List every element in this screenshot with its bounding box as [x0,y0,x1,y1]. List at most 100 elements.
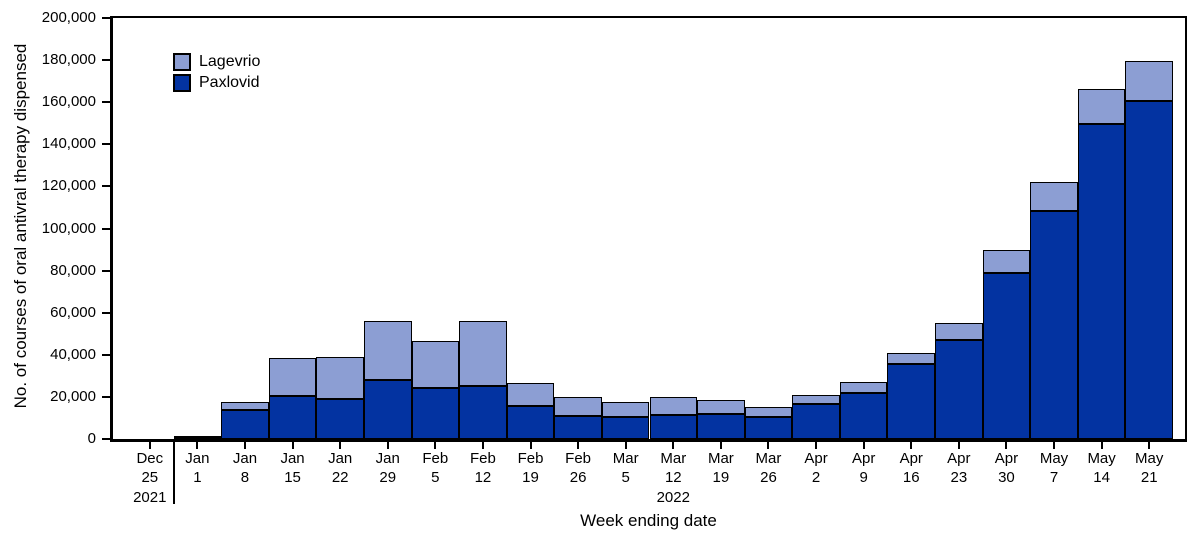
x-tick-label-day: 21 [1140,469,1158,486]
x-tick-label-day: 14 [1093,469,1110,486]
bar-may-7 [1030,182,1078,439]
paxlovid-segment [363,380,412,439]
bar-feb-26 [554,396,602,439]
x-axis-tick [719,442,722,449]
lagevrio-segment [1077,88,1126,125]
x-tick-label-day: 29 [379,469,397,486]
lagevrio-segment [221,402,269,410]
paxlovid-segment [554,415,602,439]
lagevrio-segment [554,396,602,416]
bar-apr-23 [935,323,983,439]
x-tick-label-month: Mar [707,450,734,467]
x-tick-label-month: Apr [851,450,876,467]
x-axis-tick [1005,442,1008,449]
bar-apr-16 [887,352,936,439]
x-axis-title: Week ending date [580,511,717,530]
x-axis-tick [291,442,294,449]
lagevrio-segment [839,382,888,393]
paxlovid-segment [173,437,222,440]
y-tick-label: 120,000 [41,177,96,195]
x-axis-tick [672,442,675,449]
x-tick-label-day: 30 [998,469,1015,486]
paxlovid-segment [459,386,507,439]
lagevrio-segment [316,356,364,399]
x-tick-label-month: Jan [375,450,400,467]
paxlovid-segment [411,388,460,439]
lagevrio-segment [982,249,1031,273]
x-tick-label-month: Jan [280,450,305,467]
y-axis-tick [102,438,110,440]
y-axis-tick [102,17,110,19]
lagevrio-segment [792,394,840,405]
x-tick-label-month: Jan [232,450,258,467]
bars-layer [113,18,1185,440]
x-tick-label-month: Feb [422,450,449,467]
lagevrio-segment [649,396,698,415]
x-tick-label-month: Apr [947,450,971,467]
x-axis-tick [339,442,342,449]
bar-feb-12 [459,321,507,439]
x-tick-label-day: 9 [859,469,868,486]
x-tick-label-day: 23 [950,469,968,486]
x-tick-label-month: Jan [185,450,210,467]
y-tick-label: 200,000 [41,9,96,26]
y-axis-tick [102,269,110,272]
x-axis-tick [577,442,580,449]
legend-item-lagevrio: Lagevrio [173,53,260,71]
x-tick-label-month: Mar [755,450,782,467]
x-axis-tick [1053,442,1056,449]
bar-feb-19 [506,383,555,439]
bar-feb-5 [411,341,460,439]
bar-mar-26 [744,407,793,439]
bar-mar-19 [697,400,745,439]
x-axis-tick [529,442,532,449]
x-tick-label-day: 19 [712,469,730,486]
y-tick-label: 80,000 [50,261,96,279]
x-axis-tick [1148,442,1151,449]
paxlovid-segment [935,340,983,439]
y-tick-label: 100,000 [41,219,96,237]
x-tick-label-day: 19 [522,469,539,486]
paxlovid-segment [506,406,555,439]
bar-jan-8 [221,402,269,439]
x-tick-label-month: Apr [804,450,828,467]
lagevrio-segment [459,321,507,387]
x-tick-label-day: 22 [331,469,349,486]
bar-mar-12 [649,396,698,439]
y-axis-tick [102,59,110,62]
paxlovid-swatch-icon [173,74,191,92]
x-axis-tick [481,442,484,449]
x-tick-label-month: Apr [994,450,1019,467]
lagevrio-segment [411,341,460,389]
x-tick-label-month: Dec [136,450,164,467]
x-tick-label-month: May [1135,450,1164,467]
paxlovid-segment [1077,124,1126,439]
legend-item-paxlovid: Paxlovid [173,74,260,92]
lagevrio-segment [506,383,555,407]
x-tick-label-month: Feb [517,450,544,467]
y-axis-tick [102,311,110,314]
x-tick-label-month: Jan [328,450,353,467]
x-tick-label-day: 26 [760,469,777,486]
x-tick-label-day: 2 [811,469,821,486]
bar-apr-9 [839,382,888,439]
legend: Lagevrio Paxlovid [173,53,260,95]
paxlovid-segment [1030,210,1078,439]
bar-jan-29 [363,321,412,439]
paxlovid-segment [601,416,650,439]
paxlovid-segment [697,413,745,439]
x-tick-label-day: 7 [1049,469,1059,486]
paxlovid-segment [792,404,840,439]
bar-jan-1 [173,435,222,440]
x-axis-tick [767,442,770,449]
lagevrio-segment [935,323,983,341]
x-tick-label-day: 8 [240,469,250,486]
x-axis-tick [624,442,627,449]
x-tick-label-day: 26 [569,469,587,486]
x-axis-tick [862,442,865,449]
paxlovid-segment [744,416,793,439]
y-axis-tick [102,227,110,230]
y-axis-tick [102,185,110,188]
lagevrio-segment [601,402,650,417]
